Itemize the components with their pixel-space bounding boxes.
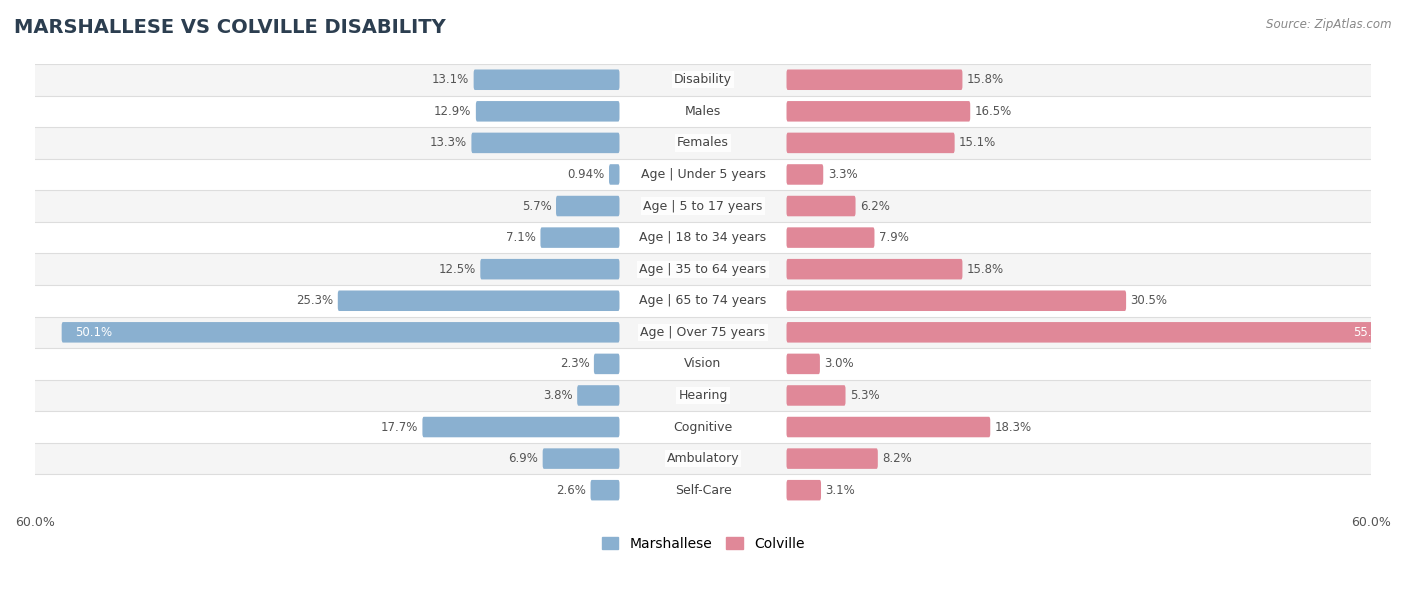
Bar	[35, 285, 1371, 316]
FancyBboxPatch shape	[474, 70, 620, 90]
Text: 7.1%: 7.1%	[506, 231, 536, 244]
Text: 50.1%: 50.1%	[75, 326, 112, 339]
Text: Males: Males	[685, 105, 721, 118]
FancyBboxPatch shape	[540, 227, 620, 248]
Text: Source: ZipAtlas.com: Source: ZipAtlas.com	[1267, 18, 1392, 31]
FancyBboxPatch shape	[786, 449, 877, 469]
Text: 3.1%: 3.1%	[825, 483, 855, 497]
Bar	[35, 190, 1371, 222]
Text: 13.3%: 13.3%	[430, 136, 467, 149]
FancyBboxPatch shape	[591, 480, 620, 501]
Text: Females: Females	[678, 136, 728, 149]
FancyBboxPatch shape	[471, 133, 620, 153]
Text: 0.94%: 0.94%	[568, 168, 605, 181]
FancyBboxPatch shape	[593, 354, 620, 374]
Text: 6.9%: 6.9%	[509, 452, 538, 465]
FancyBboxPatch shape	[786, 385, 845, 406]
FancyBboxPatch shape	[578, 385, 620, 406]
FancyBboxPatch shape	[786, 322, 1403, 343]
Text: 15.1%: 15.1%	[959, 136, 997, 149]
FancyBboxPatch shape	[786, 133, 955, 153]
FancyBboxPatch shape	[543, 449, 620, 469]
Text: 25.3%: 25.3%	[297, 294, 333, 307]
Text: 17.7%: 17.7%	[381, 420, 418, 433]
Text: Disability: Disability	[673, 73, 733, 86]
Text: Cognitive: Cognitive	[673, 420, 733, 433]
Text: Vision: Vision	[685, 357, 721, 370]
Bar	[35, 127, 1371, 159]
Bar	[35, 95, 1371, 127]
Bar	[35, 474, 1371, 506]
FancyBboxPatch shape	[786, 164, 824, 185]
FancyBboxPatch shape	[786, 417, 990, 438]
FancyBboxPatch shape	[786, 70, 963, 90]
Text: 15.8%: 15.8%	[967, 73, 1004, 86]
Text: Hearing: Hearing	[678, 389, 728, 402]
FancyBboxPatch shape	[422, 417, 620, 438]
Text: 7.9%: 7.9%	[879, 231, 908, 244]
Text: 12.9%: 12.9%	[434, 105, 471, 118]
Text: Age | Over 75 years: Age | Over 75 years	[641, 326, 765, 339]
Text: Age | 18 to 34 years: Age | 18 to 34 years	[640, 231, 766, 244]
Text: 30.5%: 30.5%	[1130, 294, 1167, 307]
Bar	[35, 379, 1371, 411]
Text: 12.5%: 12.5%	[439, 263, 475, 275]
Text: 6.2%: 6.2%	[860, 200, 890, 212]
Text: 13.1%: 13.1%	[432, 73, 470, 86]
Text: 2.6%: 2.6%	[557, 483, 586, 497]
Text: Age | Under 5 years: Age | Under 5 years	[641, 168, 765, 181]
Legend: Marshallese, Colville: Marshallese, Colville	[596, 531, 810, 556]
Text: 3.3%: 3.3%	[828, 168, 858, 181]
Text: 5.7%: 5.7%	[522, 200, 551, 212]
FancyBboxPatch shape	[337, 291, 620, 311]
Text: 2.3%: 2.3%	[560, 357, 589, 370]
FancyBboxPatch shape	[786, 227, 875, 248]
FancyBboxPatch shape	[786, 196, 855, 216]
Bar	[35, 443, 1371, 474]
FancyBboxPatch shape	[609, 164, 620, 185]
FancyBboxPatch shape	[555, 196, 620, 216]
FancyBboxPatch shape	[62, 322, 620, 343]
Bar	[35, 253, 1371, 285]
Text: 3.0%: 3.0%	[824, 357, 853, 370]
Text: Age | 65 to 74 years: Age | 65 to 74 years	[640, 294, 766, 307]
Text: 16.5%: 16.5%	[974, 105, 1012, 118]
Text: Ambulatory: Ambulatory	[666, 452, 740, 465]
Text: 5.3%: 5.3%	[851, 389, 880, 402]
Text: Age | 35 to 64 years: Age | 35 to 64 years	[640, 263, 766, 275]
Text: Self-Care: Self-Care	[675, 483, 731, 497]
Text: 15.8%: 15.8%	[967, 263, 1004, 275]
Bar	[35, 348, 1371, 379]
FancyBboxPatch shape	[786, 259, 963, 280]
Text: 18.3%: 18.3%	[994, 420, 1032, 433]
FancyBboxPatch shape	[786, 101, 970, 122]
Bar	[35, 316, 1371, 348]
Bar	[35, 64, 1371, 95]
Text: Age | 5 to 17 years: Age | 5 to 17 years	[644, 200, 762, 212]
FancyBboxPatch shape	[786, 291, 1126, 311]
Text: 3.8%: 3.8%	[543, 389, 572, 402]
Text: 55.4%: 55.4%	[1353, 326, 1391, 339]
Text: 8.2%: 8.2%	[882, 452, 912, 465]
FancyBboxPatch shape	[481, 259, 620, 280]
Bar	[35, 222, 1371, 253]
Text: MARSHALLESE VS COLVILLE DISABILITY: MARSHALLESE VS COLVILLE DISABILITY	[14, 18, 446, 37]
FancyBboxPatch shape	[786, 480, 821, 501]
FancyBboxPatch shape	[475, 101, 620, 122]
Bar	[35, 159, 1371, 190]
Bar	[35, 411, 1371, 443]
FancyBboxPatch shape	[786, 354, 820, 374]
